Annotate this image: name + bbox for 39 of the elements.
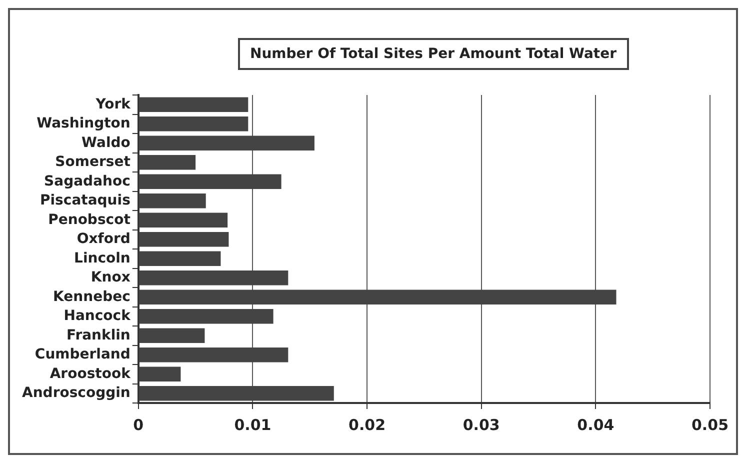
bar (138, 328, 205, 343)
bar (138, 290, 616, 304)
x-tick-label: 0.01 (234, 416, 272, 434)
x-tick-label: 0.02 (348, 416, 386, 434)
y-tick-label: York (94, 96, 132, 112)
x-tick-label: 0.05 (691, 416, 729, 434)
bar (138, 194, 206, 208)
bar (138, 136, 314, 150)
bar (138, 270, 288, 286)
x-tick-label: 0.04 (577, 416, 614, 434)
y-tick-label: Sagadahoc (44, 173, 130, 190)
y-tick-label: Franklin (66, 327, 130, 344)
y-tick-label: Waldo (82, 134, 131, 151)
bar (138, 155, 196, 170)
bar (138, 309, 274, 324)
bar (138, 386, 334, 401)
bar (138, 232, 229, 247)
y-tick-label: Oxford (76, 231, 130, 248)
x-tick-label: 0 (133, 416, 144, 434)
bar (138, 174, 282, 189)
y-tick-label: Washington (36, 116, 130, 132)
y-tick-label: Somerset (55, 154, 131, 170)
x-tick-label: 0.03 (462, 416, 500, 434)
y-tick-label: Kennebec (53, 288, 130, 305)
bar (138, 116, 248, 132)
y-tick-label: Lincoln (74, 250, 130, 266)
y-tick-label: Cumberland (34, 346, 130, 363)
y-tick-label: Aroostook (50, 366, 132, 382)
bar (138, 366, 181, 382)
bar (138, 97, 248, 112)
bar (138, 348, 288, 362)
y-tick-label: Penobscot (48, 212, 131, 228)
bar (138, 251, 221, 266)
chart-title: Number Of Total Sites Per Amount Total Water (238, 38, 629, 70)
y-tick-label: Androscoggin (22, 385, 130, 402)
y-tick-label: Knox (90, 270, 130, 286)
y-tick-label: Hancock (64, 308, 132, 324)
y-tick-label: Piscataquis (40, 192, 130, 209)
bar (138, 212, 228, 228)
